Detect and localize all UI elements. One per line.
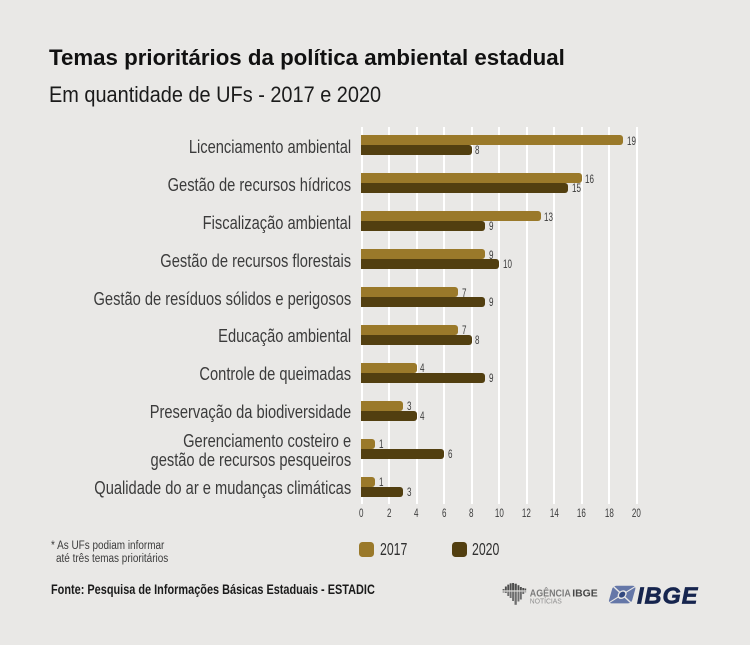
svg-text:AGÊNCIA: AGÊNCIA — [530, 586, 571, 599]
svg-text:NOTÍCIAS: NOTÍCIAS — [530, 597, 562, 606]
svg-text:IBGE: IBGE — [572, 587, 598, 599]
svg-text:IBGE: IBGE — [637, 582, 699, 608]
